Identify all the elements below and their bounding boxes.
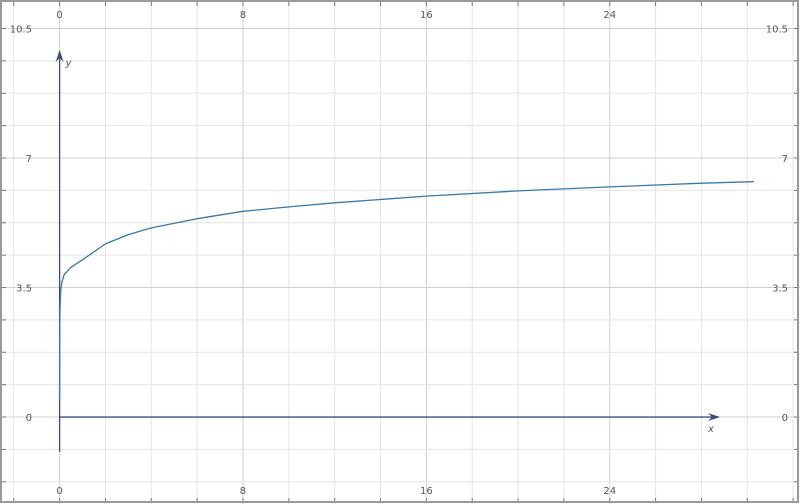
x-axis-arrow — [708, 413, 720, 422]
x-axis-label: x — [707, 424, 714, 435]
y-tick-label-right: 3.5 — [772, 284, 788, 295]
y-axis-arrow — [55, 50, 64, 62]
series — [58, 181, 755, 399]
y-tick-label-right: 10.5 — [766, 24, 788, 35]
y-tick-label-left: 0 — [26, 413, 32, 424]
x-tick-label-bottom: 0 — [56, 486, 62, 497]
x-tick-label-top: 16 — [420, 10, 433, 21]
x-tick-label-bottom: 24 — [603, 486, 616, 497]
x-tick-label-bottom: 8 — [240, 486, 246, 497]
axes: yx — [55, 50, 720, 452]
y-axis-label: y — [65, 58, 73, 69]
y-tick-label-left: 3.5 — [16, 284, 32, 295]
series-line — [58, 181, 755, 399]
x-tick-label-top: 24 — [603, 10, 616, 21]
x-tick-label-top: 8 — [240, 10, 246, 21]
x-tick-label-bottom: 16 — [420, 486, 433, 497]
y-tick-label-left: 7 — [26, 154, 32, 165]
y-tick-label-left: 10.5 — [10, 24, 32, 35]
y-tick-label-right: 0 — [782, 413, 788, 424]
y-tick-label-right: 7 — [782, 154, 788, 165]
x-tick-label-top: 0 — [56, 10, 62, 21]
